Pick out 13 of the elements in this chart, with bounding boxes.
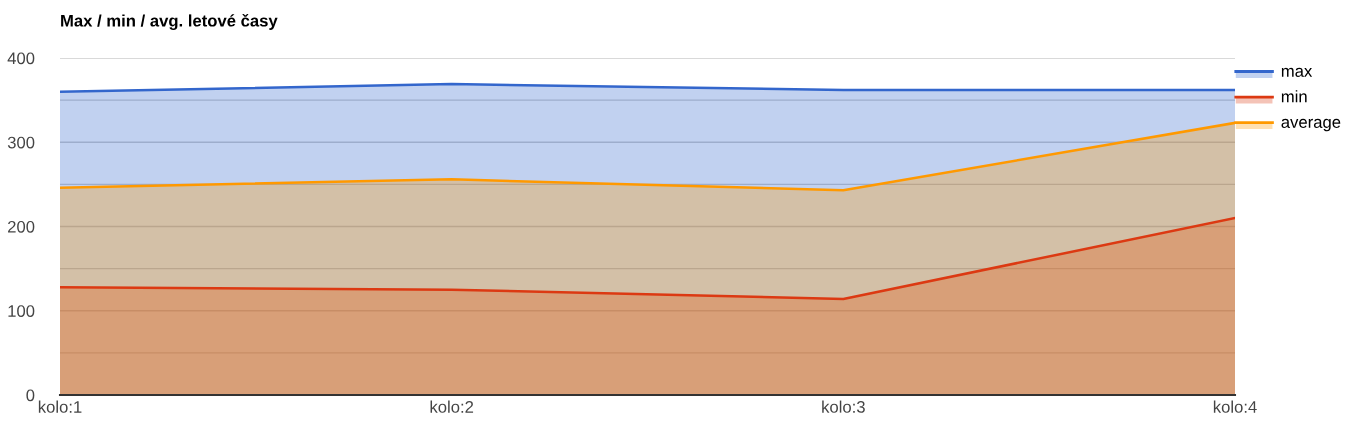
y-tick-label: 200 [8, 220, 35, 233]
legend-label: min [1281, 90, 1307, 103]
x-tick-label: kolo:3 [822, 400, 865, 413]
legend-label: average [1281, 118, 1341, 132]
y-tick-label: 300 [7, 136, 35, 149]
chart-title: Max / min / avg. letové časy [61, 14, 278, 30]
x-tick-label: kolo:2 [430, 400, 474, 413]
y-tick-label: 400 [7, 52, 35, 65]
y-tick-label: 100 [8, 305, 35, 317]
x-tick-label: kolo:1 [38, 400, 82, 413]
legend-label: max [1281, 67, 1313, 77]
y-tick-label: 0 [26, 389, 35, 402]
x-tick-label: kolo:4 [1213, 400, 1257, 413]
